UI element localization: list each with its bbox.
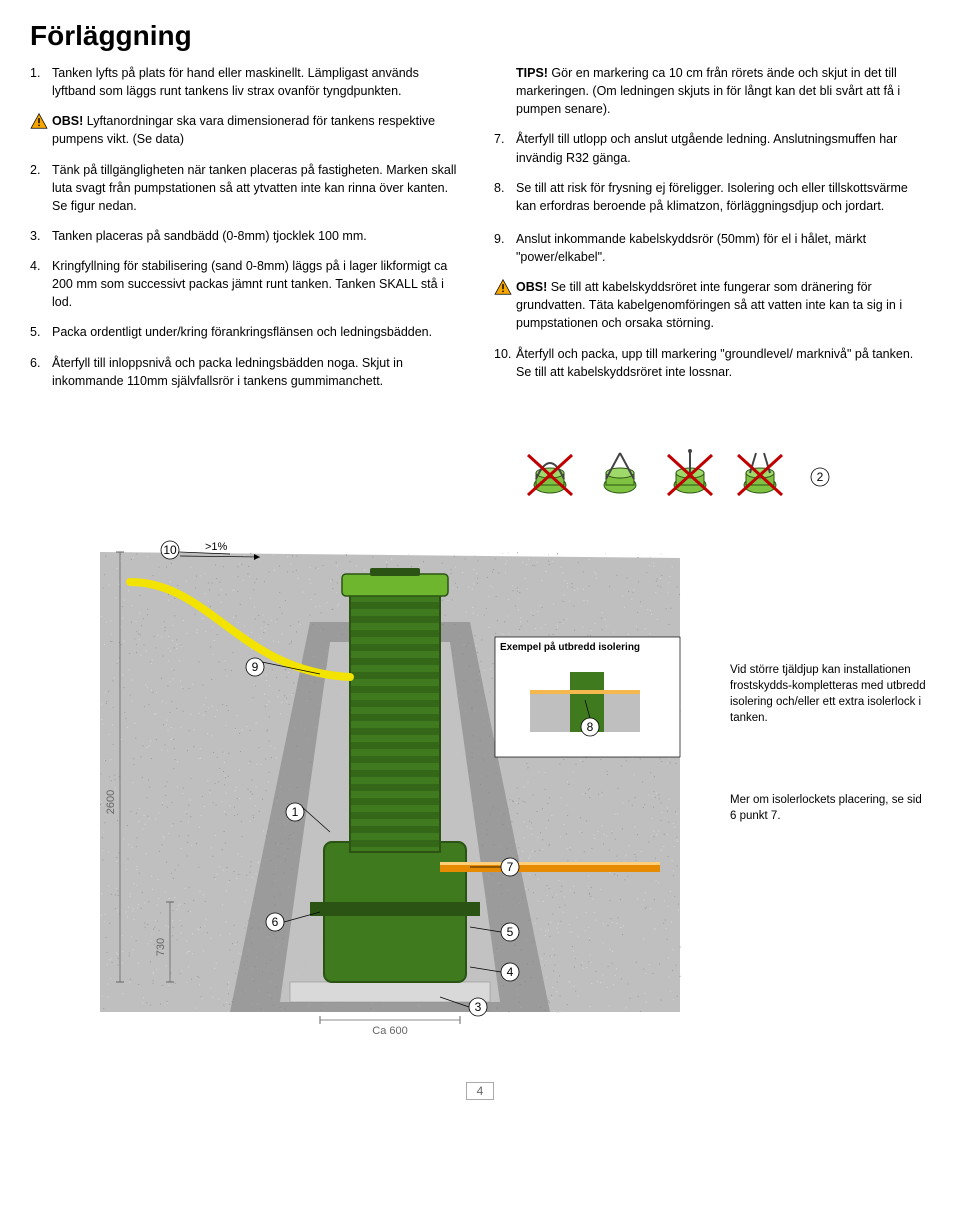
item-text: Kringfyllning för stabilisering (sand 0-… — [52, 257, 466, 311]
item-number: 8. — [494, 179, 516, 218]
lift-method-icon — [528, 455, 572, 495]
item-number: 4. — [30, 257, 52, 275]
svg-text:>1%: >1% — [205, 541, 228, 553]
list-item: 5.Packa ordentligt under/kring förankrin… — [30, 323, 466, 341]
text-columns: 1.Tanken lyfts på plats för hand eller m… — [30, 64, 930, 402]
item-text: Tanken placeras på sandbädd (0-8mm) tjoc… — [52, 227, 466, 245]
svg-text:2600: 2600 — [105, 790, 117, 814]
page-number: 4 — [466, 1082, 495, 1100]
item-number: 6. — [30, 354, 52, 372]
item-text: Återfyll till inloppsnivå och packa ledn… — [52, 354, 466, 390]
warning-icon — [494, 278, 516, 295]
list-item: 7.Återfyll till utlopp och anslut utgåen… — [494, 130, 930, 166]
item-text: Tänk på tillgängligheten när tanken plac… — [52, 161, 466, 215]
item-text: OBS! Lyftanordningar ska vara dimensione… — [52, 112, 466, 148]
svg-text:3: 3 — [475, 1000, 482, 1014]
svg-text:7: 7 — [507, 860, 514, 874]
svg-text:Exempel på utbredd isolering: Exempel på utbredd isolering — [500, 641, 640, 653]
lift-method-icon — [604, 453, 636, 493]
list-item: 6.Återfyll till inloppsnivå och packa le… — [30, 354, 466, 390]
page-title: Förläggning — [30, 20, 930, 52]
list-item: OBS! Se till att kabelskyddsröret inte f… — [494, 278, 930, 332]
item-number: 10. — [494, 345, 516, 363]
svg-text:2: 2 — [817, 470, 824, 484]
svg-text:5: 5 — [507, 925, 514, 939]
svg-text:8: 8 — [587, 720, 594, 734]
svg-text:1: 1 — [292, 805, 299, 819]
item-text: Anslut inkommande kabelskyddsrör (50mm) … — [516, 230, 930, 266]
lift-method-icon — [668, 449, 712, 495]
list-item: OBS! Lyftanordningar ska vara dimensione… — [30, 112, 466, 148]
svg-text:10: 10 — [163, 543, 177, 557]
svg-text:9: 9 — [252, 660, 259, 674]
list-item: 2.Tänk på tillgängligheten när tanken pl… — [30, 161, 466, 215]
list-item: 3.Tanken placeras på sandbädd (0-8mm) tj… — [30, 227, 466, 245]
item-number: 1. — [30, 64, 52, 82]
list-item: 10.Återfyll och packa, upp till markerin… — [494, 345, 930, 381]
svg-text:4: 4 — [507, 965, 514, 979]
svg-text:6: 6 — [272, 915, 279, 929]
lift-method-icon — [738, 453, 782, 495]
list-item: 1.Tanken lyfts på plats för hand eller m… — [30, 64, 466, 100]
item-number: 2. — [30, 161, 52, 179]
note-insulation: Vid större tjäldjup kan installationen f… — [730, 662, 930, 726]
item-text: Återfyll och packa, upp till markering "… — [516, 345, 930, 381]
item-number: 3. — [30, 227, 52, 245]
item-text: Återfyll till utlopp och anslut utgående… — [516, 130, 930, 166]
warning-icon — [30, 112, 52, 129]
installation-diagram: 2 Exempel på utbredd isolering 8 2600 730 Ca … — [30, 442, 930, 1062]
item-text: Tanken lyfts på plats för hand eller mas… — [52, 64, 466, 100]
item-number: 9. — [494, 230, 516, 248]
svg-text:730: 730 — [155, 938, 167, 956]
item-text: OBS! Se till att kabelskyddsröret inte f… — [516, 278, 930, 332]
list-item: 9.Anslut inkommande kabelskyddsrör (50mm… — [494, 230, 930, 266]
list-item: TIPS! Gör en markering ca 10 cm från rör… — [494, 64, 930, 118]
svg-text:Ca 600: Ca 600 — [372, 1025, 407, 1037]
item-text: Packa ordentligt under/kring förankrings… — [52, 323, 466, 341]
right-column: TIPS! Gör en markering ca 10 cm från rör… — [494, 64, 930, 402]
item-number: 7. — [494, 130, 516, 148]
item-number: 5. — [30, 323, 52, 341]
item-text: Se till att risk för frysning ej förelig… — [516, 179, 930, 215]
left-column: 1.Tanken lyfts på plats för hand eller m… — [30, 64, 466, 402]
list-item: 4.Kringfyllning för stabilisering (sand … — [30, 257, 466, 311]
list-item: 8.Se till att risk för frysning ej förel… — [494, 179, 930, 218]
item-text: TIPS! Gör en markering ca 10 cm från rör… — [516, 64, 930, 118]
note-lid-placement: Mer om isolerlockets placering, se sid 6… — [730, 792, 930, 824]
